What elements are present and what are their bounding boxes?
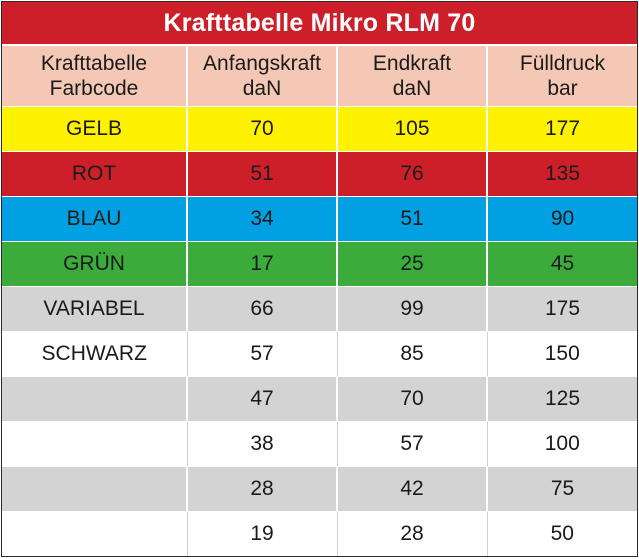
cell-fuelldruck: 125 (486, 375, 637, 421)
cell-fuelldruck: 175 (486, 285, 637, 331)
table-row: 19 28 50 (2, 510, 637, 556)
cell-endkraft: 76 (336, 150, 487, 196)
table-row: 28 42 75 (2, 465, 637, 511)
header-anfangskraft: Anfangskraft daN (186, 46, 337, 106)
header-row: Krafttabelle Farbcode Anfangskraft daN E… (2, 46, 637, 106)
cell-endkraft: 105 (336, 105, 487, 151)
cell-farbcode (2, 375, 187, 421)
force-table: Krafttabelle Farbcode Anfangskraft daN E… (2, 46, 637, 556)
header-anfangskraft-line1: Anfangskraft (203, 51, 321, 75)
cell-anfangskraft: 57 (186, 330, 337, 376)
table-row-variabel: VARIABEL 66 99 175 (2, 285, 637, 331)
cell-endkraft: 57 (336, 420, 487, 466)
cell-endkraft: 99 (336, 285, 487, 331)
cell-farbcode (2, 420, 187, 466)
cell-fuelldruck: 150 (486, 330, 637, 376)
cell-endkraft: 25 (336, 240, 487, 286)
header-farbcode-line2: Farbcode (49, 76, 139, 100)
cell-anfangskraft: 17 (186, 240, 337, 286)
cell-farbcode: BLAU (2, 195, 187, 241)
cell-anfangskraft: 34 (186, 195, 337, 241)
cell-endkraft: 85 (336, 330, 487, 376)
cell-endkraft: 28 (336, 510, 487, 556)
cell-fuelldruck: 100 (486, 420, 637, 466)
table-row: 47 70 125 (2, 375, 637, 421)
header-endkraft-line1: Endkraft (372, 51, 452, 75)
cell-fuelldruck: 75 (486, 465, 637, 511)
cell-endkraft: 42 (336, 465, 487, 511)
cell-farbcode: GRÜN (2, 240, 187, 286)
cell-farbcode (2, 465, 187, 511)
cell-endkraft: 51 (336, 195, 487, 241)
cell-fuelldruck: 135 (486, 150, 637, 196)
cell-farbcode: VARIABEL (2, 285, 187, 331)
table-row-rot: ROT 51 76 135 (2, 150, 637, 196)
cell-endkraft: 70 (336, 375, 487, 421)
table-row-gruen: GRÜN 17 25 45 (2, 240, 637, 286)
cell-farbcode (2, 510, 187, 556)
header-farbcode-line1: Krafttabelle (40, 51, 148, 75)
table-row-schwarz: SCHWARZ 57 85 150 (2, 330, 637, 376)
cell-fuelldruck: 50 (486, 510, 637, 556)
cell-fuelldruck: 177 (486, 105, 637, 151)
header-fuelldruck-line1: Fülldruck (519, 51, 606, 75)
table-row: 38 57 100 (2, 420, 637, 466)
cell-anfangskraft: 51 (186, 150, 337, 196)
cell-anfangskraft: 38 (186, 420, 337, 466)
cell-fuelldruck: 90 (486, 195, 637, 241)
cell-farbcode: SCHWARZ (2, 330, 187, 376)
table-row-blau: BLAU 34 51 90 (2, 195, 637, 241)
cell-anfangskraft: 47 (186, 375, 337, 421)
cell-farbcode: GELB (2, 105, 187, 151)
header-endkraft: Endkraft daN (336, 46, 487, 106)
header-fuelldruck: Fülldruck bar (486, 46, 637, 106)
cell-anfangskraft: 70 (186, 105, 337, 151)
cell-fuelldruck: 45 (486, 240, 637, 286)
header-farbcode: Krafttabelle Farbcode (2, 46, 187, 106)
header-fuelldruck-line2: bar (547, 76, 578, 100)
cell-anfangskraft: 28 (186, 465, 337, 511)
cell-farbcode: ROT (2, 150, 187, 196)
header-endkraft-line2: daN (392, 76, 432, 100)
cell-anfangskraft: 19 (186, 510, 337, 556)
table-title: Krafttabelle Mikro RLM 70 (2, 2, 637, 46)
table-row-gelb: GELB 70 105 177 (2, 105, 637, 151)
cell-anfangskraft: 66 (186, 285, 337, 331)
header-anfangskraft-line2: daN (242, 76, 282, 100)
